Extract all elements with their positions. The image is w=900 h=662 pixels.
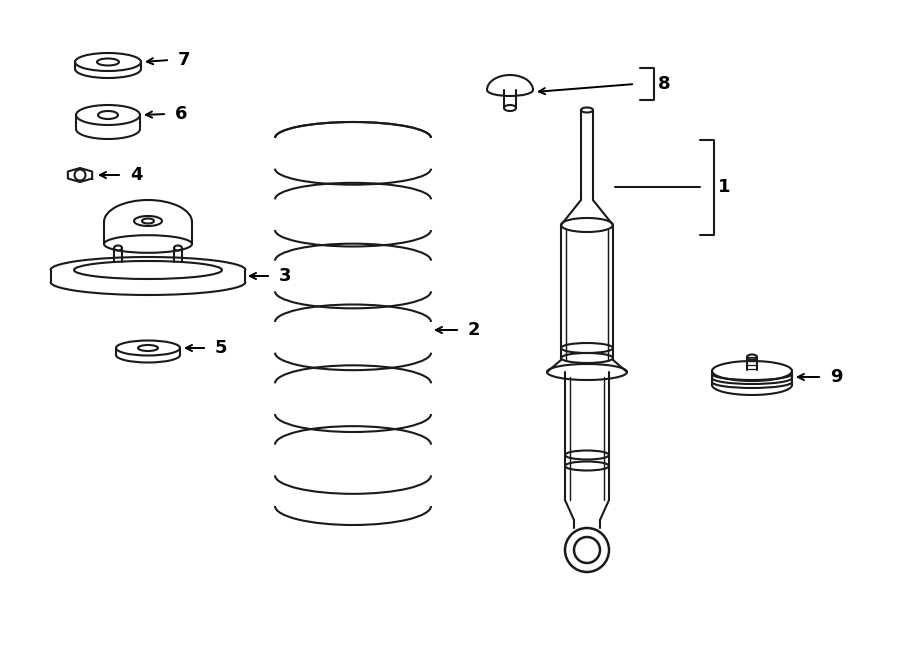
Text: 3: 3 (279, 267, 292, 285)
Text: 4: 4 (130, 166, 142, 184)
Text: 7: 7 (178, 51, 191, 69)
Text: 6: 6 (175, 105, 187, 123)
Text: 8: 8 (658, 75, 670, 93)
Text: 5: 5 (215, 339, 228, 357)
Text: 1: 1 (718, 178, 731, 196)
Text: 2: 2 (468, 321, 481, 339)
Text: 9: 9 (830, 368, 842, 386)
